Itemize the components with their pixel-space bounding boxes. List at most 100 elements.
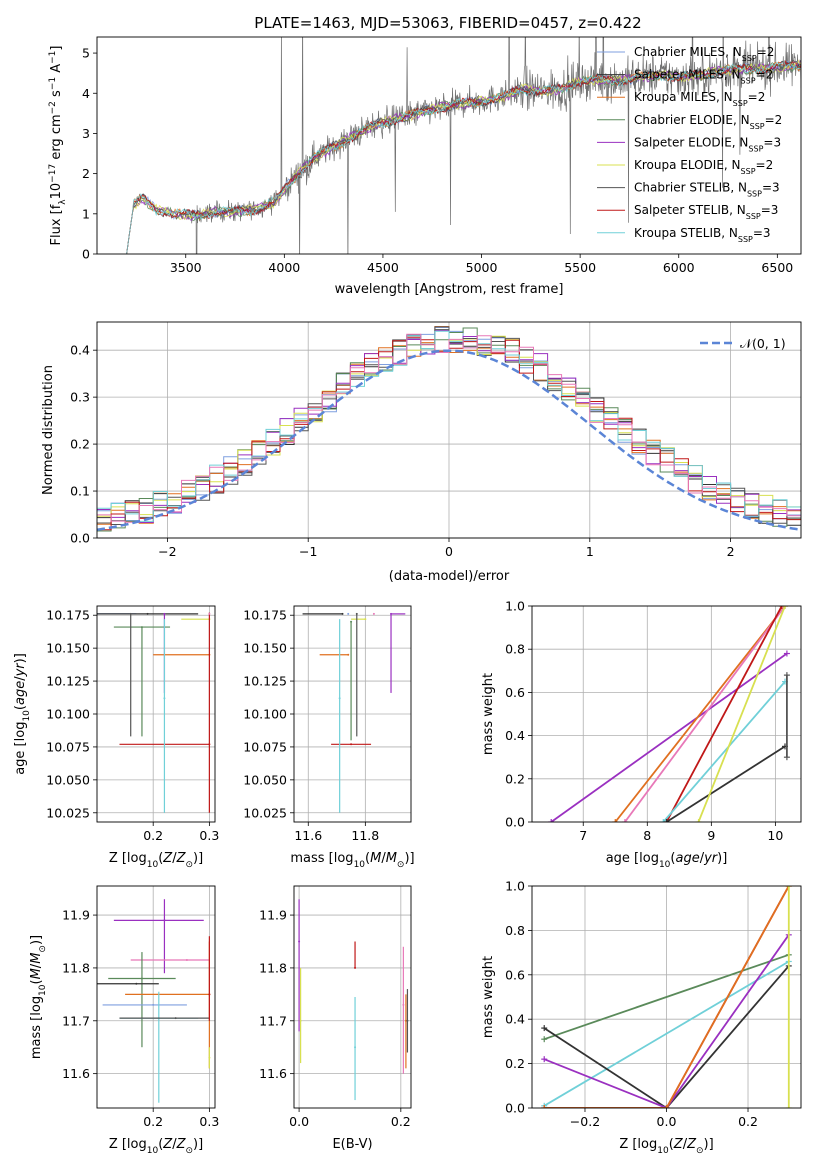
x-tick-label: 2	[727, 544, 735, 559]
data-point	[208, 743, 211, 746]
x-tick-label: 6000	[663, 260, 695, 275]
y-tick-label: 4	[82, 86, 90, 101]
residual-histograms	[97, 326, 801, 532]
y-tick-label: 0.0	[505, 815, 525, 830]
data-point	[390, 612, 393, 615]
x-tick-label: 3500	[170, 260, 202, 275]
y-tick-label: 0.4	[505, 1012, 525, 1027]
data-point	[350, 743, 353, 746]
histogram-step	[97, 333, 801, 523]
y-tick-label: 0.6	[505, 685, 525, 700]
z_weight-xlabel: Z [log10(Z/Z⊙)]	[619, 1137, 713, 1156]
x-tick-label: 9	[707, 828, 715, 843]
x-tick-label: 0.2	[391, 1114, 411, 1129]
x-tick-label: 4500	[367, 260, 399, 275]
data-point	[350, 620, 353, 623]
data-point	[208, 612, 211, 615]
legend-label: Chabrier STELIB, NSSP=3	[634, 181, 780, 199]
legend-label: Chabrier ELODIE, NSSP=2	[634, 113, 782, 131]
y-tick-label: 0.8	[505, 923, 525, 938]
data-point	[185, 959, 188, 961]
x-tick-label: 0.0	[657, 1114, 677, 1129]
legend-label: Kroupa ELODIE, NSSP=2	[634, 158, 773, 176]
data-point	[372, 612, 375, 615]
data-point	[140, 626, 143, 629]
y-tick-label: 1.0	[505, 879, 525, 894]
y-tick-label: 0.6	[505, 967, 525, 982]
y-tick-label: 11.6	[62, 1066, 90, 1081]
x-tick-label: 1	[586, 544, 594, 559]
x-tick-label: 0.2	[143, 1114, 163, 1129]
series-line	[624, 606, 786, 822]
ebv_mass-points	[298, 899, 409, 1101]
x-tick-label: 0.2	[143, 828, 163, 843]
z_age-points	[97, 612, 211, 813]
y-tick-label: 0.4	[505, 728, 525, 743]
age_weight-ylabel: mass weight	[481, 673, 496, 755]
legend-label: Chabrier MILES, NSSP=2	[634, 45, 774, 63]
data-point	[341, 612, 344, 615]
y-tick-label: 11.9	[259, 908, 287, 923]
y-tick-label: 3	[82, 126, 90, 141]
data-point	[174, 1017, 177, 1020]
y-tick-label: 0.3	[70, 390, 90, 405]
mass_age-frame	[293, 605, 412, 823]
age_weight-axes: 7 8 9 10 0.0 0.2 0.4 0.6 0.8 1.0	[505, 599, 801, 843]
x-tick-label: 0.3	[199, 1114, 219, 1129]
x-tick-label: 7	[579, 828, 587, 843]
mass_age-axes: 11.6 11.8 10.025 10.050 10.075 10.100 10.125 10…	[243, 606, 411, 843]
z_mass-frame	[96, 885, 216, 1109]
x-tick-label: 6500	[761, 260, 793, 275]
residuals-xlabel: (data-model)/error	[389, 569, 510, 584]
data-point	[354, 1046, 357, 1049]
series-line	[543, 953, 790, 1041]
data-point	[402, 1003, 405, 1006]
series-line	[543, 965, 790, 1108]
spectrum-xlabel: wavelength [Angstrom, rest frame]	[335, 282, 564, 297]
x-tick-label: 0.2	[738, 1114, 758, 1129]
z_mass-xlabel: Z [log10(Z/Z⊙)]	[109, 1137, 203, 1156]
age_weight-lines	[548, 606, 790, 822]
y-tick-label: 10.050	[243, 772, 287, 787]
y-tick-label: 1.0	[505, 599, 525, 614]
y-tick-label: 11.9	[62, 908, 90, 923]
y-tick-label: 10.050	[46, 772, 90, 787]
data-point	[129, 612, 132, 615]
y-tick-label: 10.125	[46, 674, 90, 689]
y-tick-label: 10.175	[46, 608, 90, 623]
y-tick-label: 10.150	[46, 641, 90, 656]
data-point	[298, 940, 301, 943]
y-tick-label: 0	[82, 247, 90, 262]
y-tick-label: 2	[82, 166, 90, 181]
data-point	[163, 919, 166, 922]
ebv_mass-axes: 0.0 0.2 11.6 11.7 11.8 11.9	[259, 886, 411, 1129]
y-tick-label: 0.1	[70, 484, 90, 499]
x-tick-label: 5500	[564, 260, 596, 275]
z_mass-points	[97, 899, 211, 1103]
z_age-axes: 0.2 0.3 10.025 10.050 10.075 10.100 10.125 10.1…	[46, 606, 219, 843]
data-point	[406, 1019, 409, 1022]
y-tick-label: 0.0	[70, 531, 90, 546]
ebv_mass-frame	[293, 885, 412, 1109]
data-point	[355, 612, 358, 615]
y-tick-label: 0.2	[505, 771, 525, 786]
x-tick-label: 0	[445, 544, 453, 559]
residuals-ylabel: Normed distribution	[41, 365, 56, 495]
x-tick-label: −0.2	[570, 1114, 600, 1129]
z_mass-axes: 0.2 0.3 11.6 11.7 11.8 11.9	[62, 886, 219, 1129]
data-point	[152, 1003, 155, 1006]
y-tick-label: 0.0	[505, 1101, 525, 1116]
legend-label: Kroupa STELIB, NSSP=3	[634, 226, 771, 244]
data-point	[364, 618, 367, 621]
plots-layer: 3500 4000 4500 5000 5500 6000 6500 0 1 2 3 4 5 wavele…	[13, 36, 802, 1156]
y-tick-label: 11.8	[62, 960, 90, 975]
x-tick-label: 5000	[466, 260, 498, 275]
legend-label: Kroupa MILES, NSSP=2	[634, 90, 765, 108]
series-line	[697, 606, 786, 822]
x-tick-label: 10	[767, 828, 783, 843]
y-tick-label: 10.125	[243, 674, 287, 689]
z_weight-lines	[541, 886, 792, 1108]
spectrum-ylabel: Flux [fλ10−17 erg cm−2 s−1 A−1]	[48, 46, 68, 246]
z_mass-ylabel: mass [log10(M/M⊙)]	[29, 935, 48, 1059]
x-tick-label: 0.3	[199, 828, 219, 843]
